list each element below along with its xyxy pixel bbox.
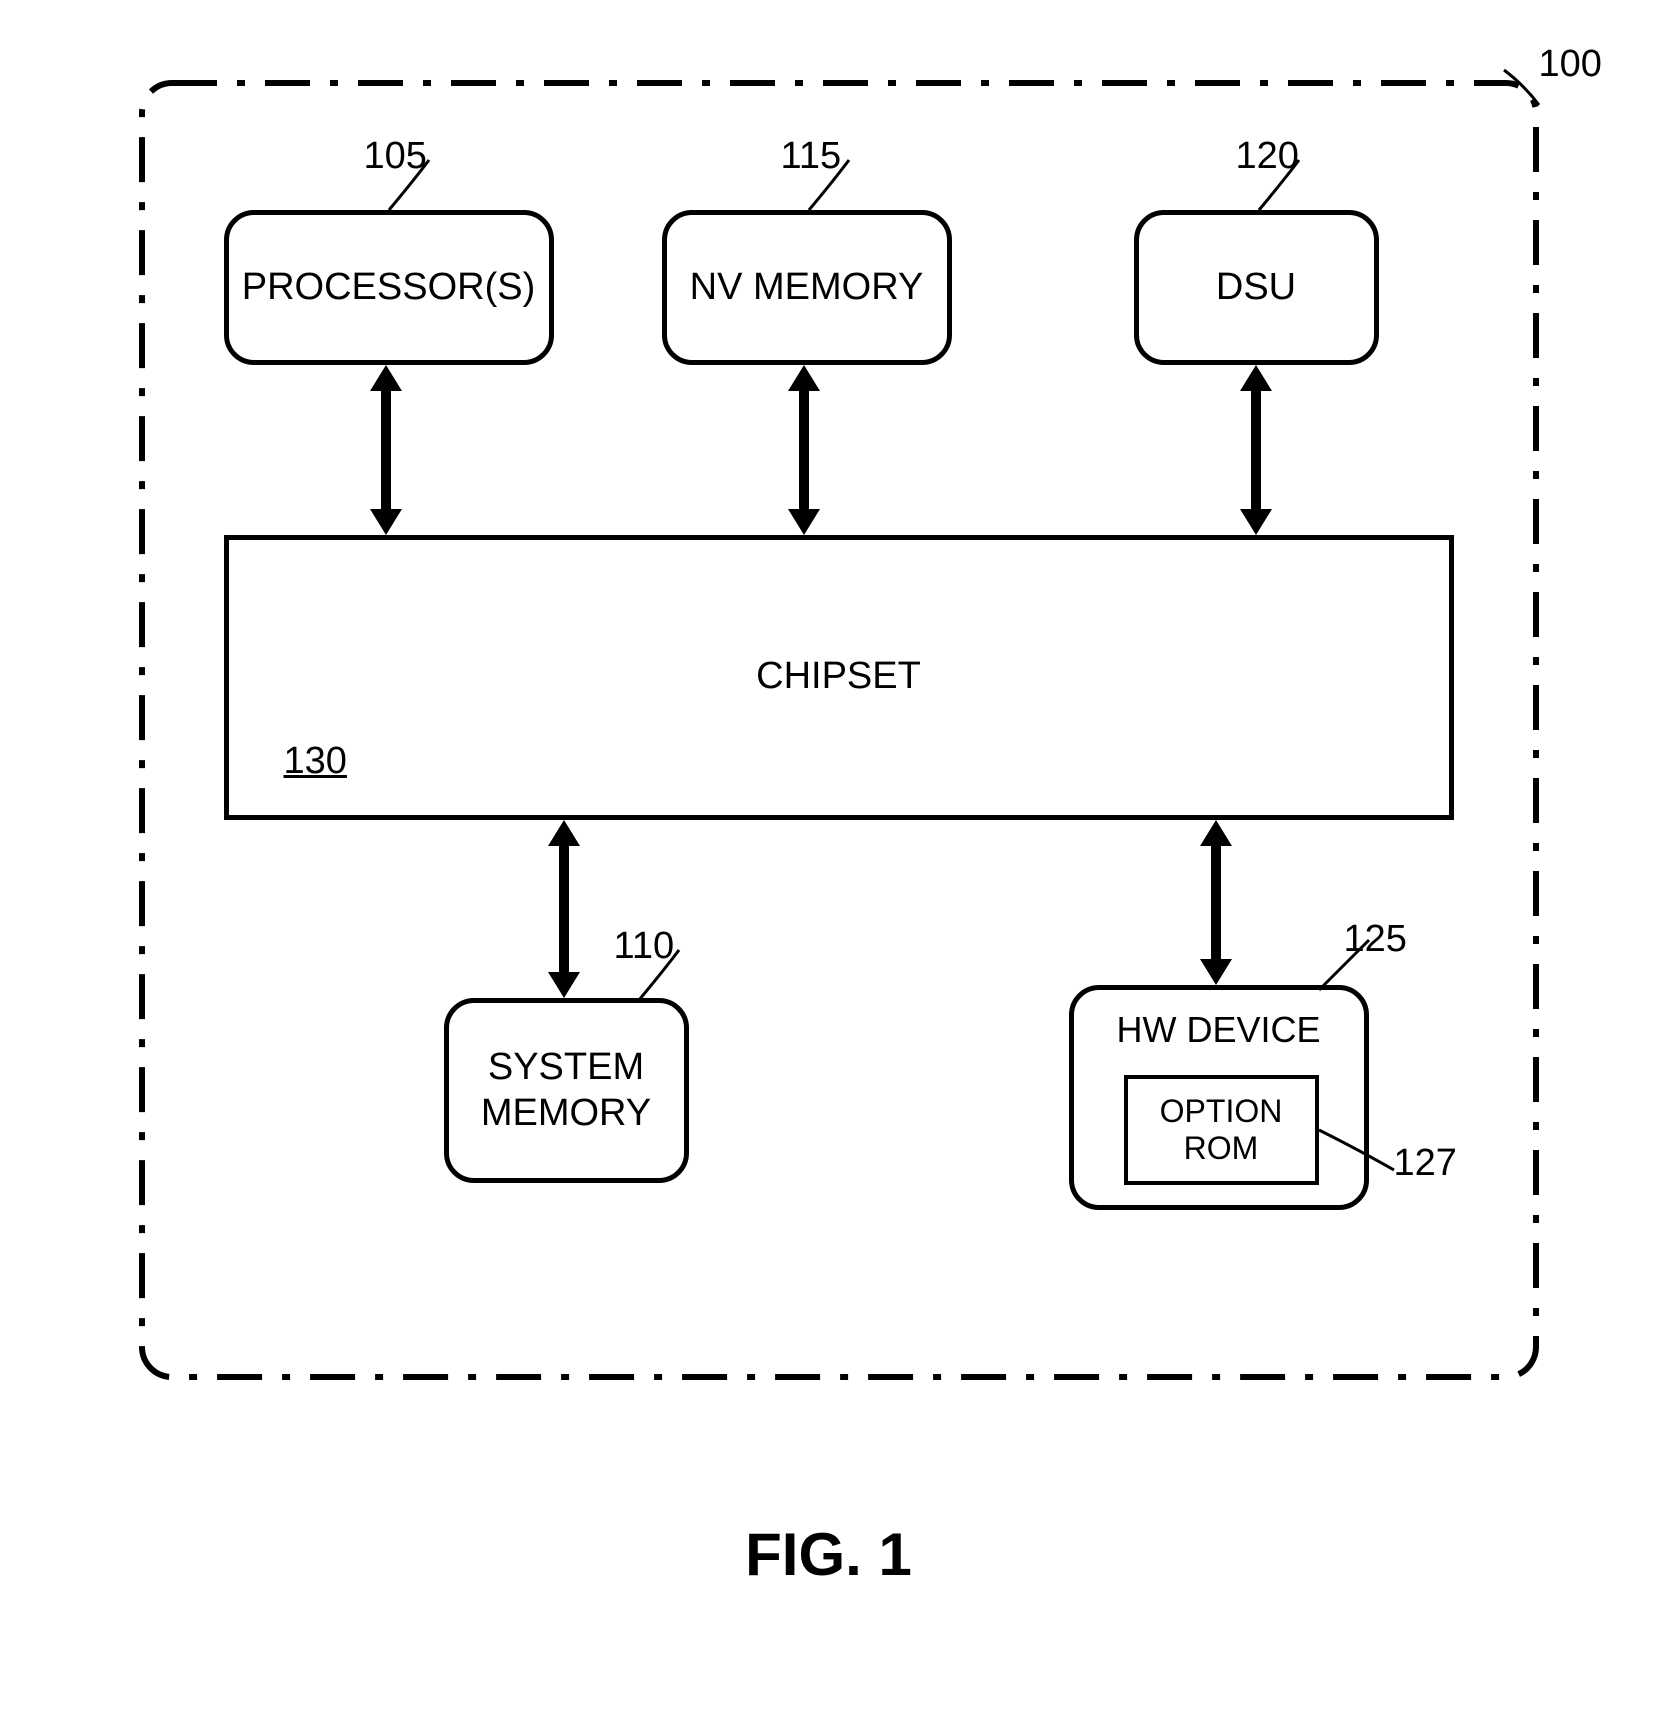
optionrom-box: OPTION ROM (1124, 1075, 1319, 1185)
ref-100: 100 (1539, 43, 1602, 86)
processors-label: PROCESSOR(S) (242, 265, 535, 311)
arrow-dsu-chipset (1232, 365, 1280, 535)
ref-120: 120 (1236, 135, 1299, 178)
arrow-nvmemory-chipset (780, 365, 828, 535)
ref-127: 127 (1394, 1142, 1457, 1185)
sysmemory-label: SYSTEM MEMORY (481, 1045, 651, 1136)
diagram-container: 100 PROCESSOR(S) 105 NV MEMORY 115 DSU 1… (89, 40, 1569, 1490)
nvmemory-box: NV MEMORY (662, 210, 952, 365)
dsu-box: DSU (1134, 210, 1379, 365)
nvmemory-label: NV MEMORY (690, 265, 924, 311)
ref-115: 115 (781, 135, 842, 178)
chipset-label: CHIPSET (756, 655, 921, 698)
arrow-chipset-hwdevice (1192, 820, 1240, 985)
processors-box: PROCESSOR(S) (224, 210, 554, 365)
sysmemory-box: SYSTEM MEMORY (444, 998, 689, 1183)
ref-110: 110 (614, 925, 675, 968)
hwdevice-label: HW DEVICE (1116, 1008, 1320, 1051)
ref-105: 105 (364, 135, 427, 178)
dsu-label: DSU (1216, 265, 1296, 311)
arrow-chipset-sysmemory (540, 820, 588, 998)
optionrom-label: OPTION ROM (1160, 1093, 1283, 1167)
ref-125: 125 (1344, 918, 1407, 961)
arrow-processors-chipset (362, 365, 410, 535)
chipset-box: CHIPSET 130 (224, 535, 1454, 820)
figure-title: FIG. 1 (745, 1520, 912, 1589)
ref-130: 130 (284, 740, 347, 783)
